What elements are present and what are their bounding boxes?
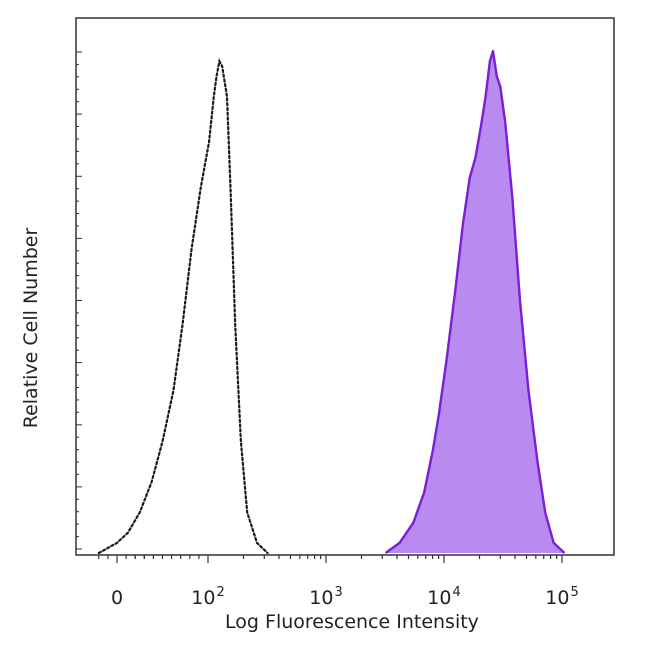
x-axis-title: Log Fluorescence Intensity [225, 611, 479, 633]
x-tick-label: 0 [111, 587, 123, 609]
series-1-fill [385, 51, 565, 553]
y-axis-title: Relative Cell Number [20, 228, 42, 429]
y-axis-ticks [76, 51, 82, 550]
x-tick-label: 104 [427, 585, 460, 609]
series-1-line [384, 49, 566, 554]
x-tick-label: 102 [191, 585, 224, 609]
x-axis-tick-labels: 0 102 103 104 105 [111, 585, 579, 609]
x-tick-label: 103 [309, 585, 342, 609]
plot-frame [75, 17, 615, 556]
series-layer [97, 49, 566, 555]
x-axis-ticks [98, 555, 563, 563]
series-0-line [97, 57, 269, 555]
x-tick-label: 105 [545, 585, 578, 609]
